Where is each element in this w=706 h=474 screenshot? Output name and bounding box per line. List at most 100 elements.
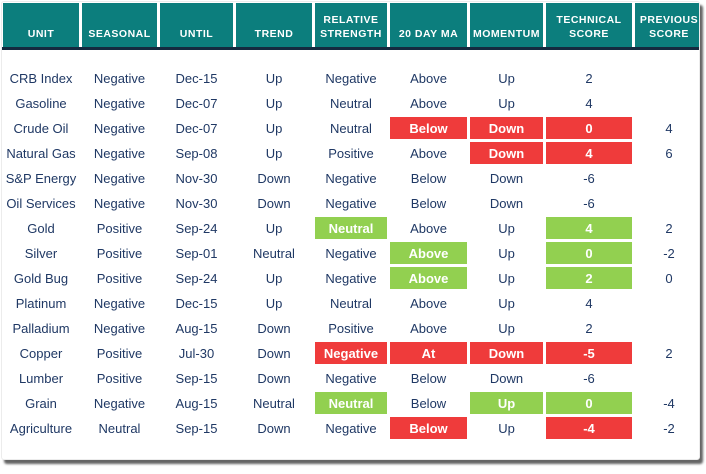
table-cell-technical-score: 4 <box>585 95 593 111</box>
table-cell-seasonal: Negative <box>93 120 146 136</box>
table-cell-trend: Up <box>265 270 283 286</box>
header-spacer <box>3 53 699 64</box>
table-cell-momentum: Down <box>489 370 524 386</box>
table-cell-unit: Crude Oil <box>13 120 69 136</box>
table-cell-unit: Oil Services <box>6 195 76 211</box>
table-cell-seasonal: Positive <box>96 220 143 236</box>
column-header-seasonal: SEASONAL <box>82 3 157 47</box>
table-cell-previous-score <box>635 92 699 114</box>
table-cell-20-day-ma: Below <box>410 195 447 211</box>
table-cell-relative-strength: Neutral <box>330 95 372 111</box>
table-cell-relative-strength: Neutral <box>315 217 387 239</box>
table-cell-seasonal: Neutral <box>98 420 141 436</box>
table-cell-unit: Palladium <box>12 320 70 336</box>
table-cell-unit: Copper <box>19 345 63 361</box>
column-header-20-day-ma: 20 DAY MA <box>390 3 467 47</box>
table-cell-20-day-ma: Above <box>410 220 447 236</box>
table-cell-previous-score: 4 <box>665 120 673 136</box>
table-cell-trend: Neutral <box>253 395 295 411</box>
table-cell-until: Dec-15 <box>175 70 218 86</box>
table-cell-momentum: Down <box>489 170 524 186</box>
table-cell-unit: S&P Energy <box>5 170 77 186</box>
table-cell-until: Sep-24 <box>175 220 218 236</box>
table-cell-seasonal: Positive <box>96 245 143 261</box>
table-cell-technical-score: 4 <box>546 217 632 239</box>
table-cell-technical-score: 4 <box>546 142 632 164</box>
table-cell-momentum: Up <box>498 70 515 86</box>
table-cell-unit: Gold <box>27 220 55 236</box>
table-cell-until: Dec-15 <box>175 295 218 311</box>
table-cell-relative-strength: Negative <box>325 70 377 86</box>
table-cell-technical-score: 2 <box>546 267 632 289</box>
table-cell-20-day-ma: Below <box>390 417 467 439</box>
table-cell-until: Aug-15 <box>175 395 218 411</box>
table-cell-20-day-ma: Above <box>410 295 447 311</box>
table-cell-technical-score: 2 <box>585 320 593 336</box>
table-cell-relative-strength: Neutral <box>330 120 372 136</box>
table-cell-seasonal: Negative <box>93 70 146 86</box>
table-cell-relative-strength: Positive <box>328 320 374 336</box>
table-cell-unit: Gold Bug <box>13 270 69 286</box>
table-cell-until: Dec-07 <box>175 95 218 111</box>
table-cell-momentum: Up <box>498 220 515 236</box>
column-header-momentum: MOMENTUM <box>470 3 543 47</box>
table-cell-20-day-ma: Above <box>390 267 467 289</box>
table-cell-trend: Down <box>257 370 291 386</box>
table-cell-until: Sep-08 <box>175 145 218 161</box>
column-header-relative-strength: RELATIVE STRENGTH <box>315 3 387 47</box>
table-cell-previous-score: 0 <box>665 270 673 286</box>
table-cell-relative-strength: Negative <box>315 342 387 364</box>
table-cell-relative-strength: Negative <box>325 370 377 386</box>
table-cell-20-day-ma: Below <box>410 170 447 186</box>
table-cell-trend: Down <box>257 170 291 186</box>
table-cell-momentum: Down <box>470 342 543 364</box>
table-cell-technical-score: 0 <box>546 242 632 264</box>
table-cell-until: Aug-15 <box>175 320 218 336</box>
table-cell-seasonal: Positive <box>96 345 143 361</box>
table-cell-seasonal: Positive <box>96 370 143 386</box>
column-header-unit: UNIT <box>3 3 79 47</box>
table-cell-trend: Down <box>257 420 291 436</box>
table-cell-trend: Down <box>257 195 291 211</box>
table-cell-unit: CRB Index <box>9 70 73 86</box>
table-cell-trend: Neutral <box>253 245 295 261</box>
table-cell-unit: Grain <box>25 395 57 411</box>
table-cell-unit: Platinum <box>15 295 67 311</box>
table-cell-momentum: Up <box>498 270 515 286</box>
table-cell-relative-strength: Negative <box>325 170 377 186</box>
table-cell-20-day-ma: Below <box>410 395 447 411</box>
table-cell-momentum: Down <box>470 117 543 139</box>
column-header-until: UNTIL <box>160 3 233 47</box>
table-cell-technical-score: -4 <box>546 417 632 439</box>
table-cell-seasonal: Negative <box>93 295 146 311</box>
table-cell-momentum: Up <box>498 295 515 311</box>
table-cell-until: Sep-01 <box>175 245 218 261</box>
header-divider <box>2 47 699 50</box>
table-cell-momentum: Up <box>498 245 515 261</box>
table-cell-until: Nov-30 <box>175 170 218 186</box>
table-cell-previous-score <box>635 367 699 389</box>
table-cell-technical-score: -6 <box>583 195 595 211</box>
table-cell-momentum: Up <box>498 95 515 111</box>
table-cell-technical-score: 4 <box>585 295 593 311</box>
table-cell-previous-score: 2 <box>665 345 673 361</box>
table-cell-20-day-ma: Above <box>390 242 467 264</box>
table-cell-technical-score: -5 <box>546 342 632 364</box>
table-cell-until: Sep-15 <box>175 420 218 436</box>
table-cell-trend: Down <box>257 345 291 361</box>
table-cell-unit: Natural Gas <box>6 145 76 161</box>
table-cell-momentum: Down <box>470 142 543 164</box>
table-cell-seasonal: Positive <box>96 270 143 286</box>
table-cell-technical-score: 0 <box>546 117 632 139</box>
table-cell-20-day-ma: Below <box>410 370 447 386</box>
table-cell-20-day-ma: Above <box>410 70 447 86</box>
table-cell-momentum: Up <box>498 320 515 336</box>
table-cell-previous-score: 2 <box>665 220 673 236</box>
table-cell-relative-strength: Neutral <box>330 295 372 311</box>
column-header-previous-score: PREVIOUS SCORE <box>635 3 699 47</box>
table-cell-seasonal: Negative <box>93 170 146 186</box>
table-cell-technical-score: -6 <box>583 170 595 186</box>
table-cell-relative-strength: Neutral <box>315 392 387 414</box>
table-cell-until: Nov-30 <box>175 195 218 211</box>
table-cell-relative-strength: Positive <box>328 145 374 161</box>
